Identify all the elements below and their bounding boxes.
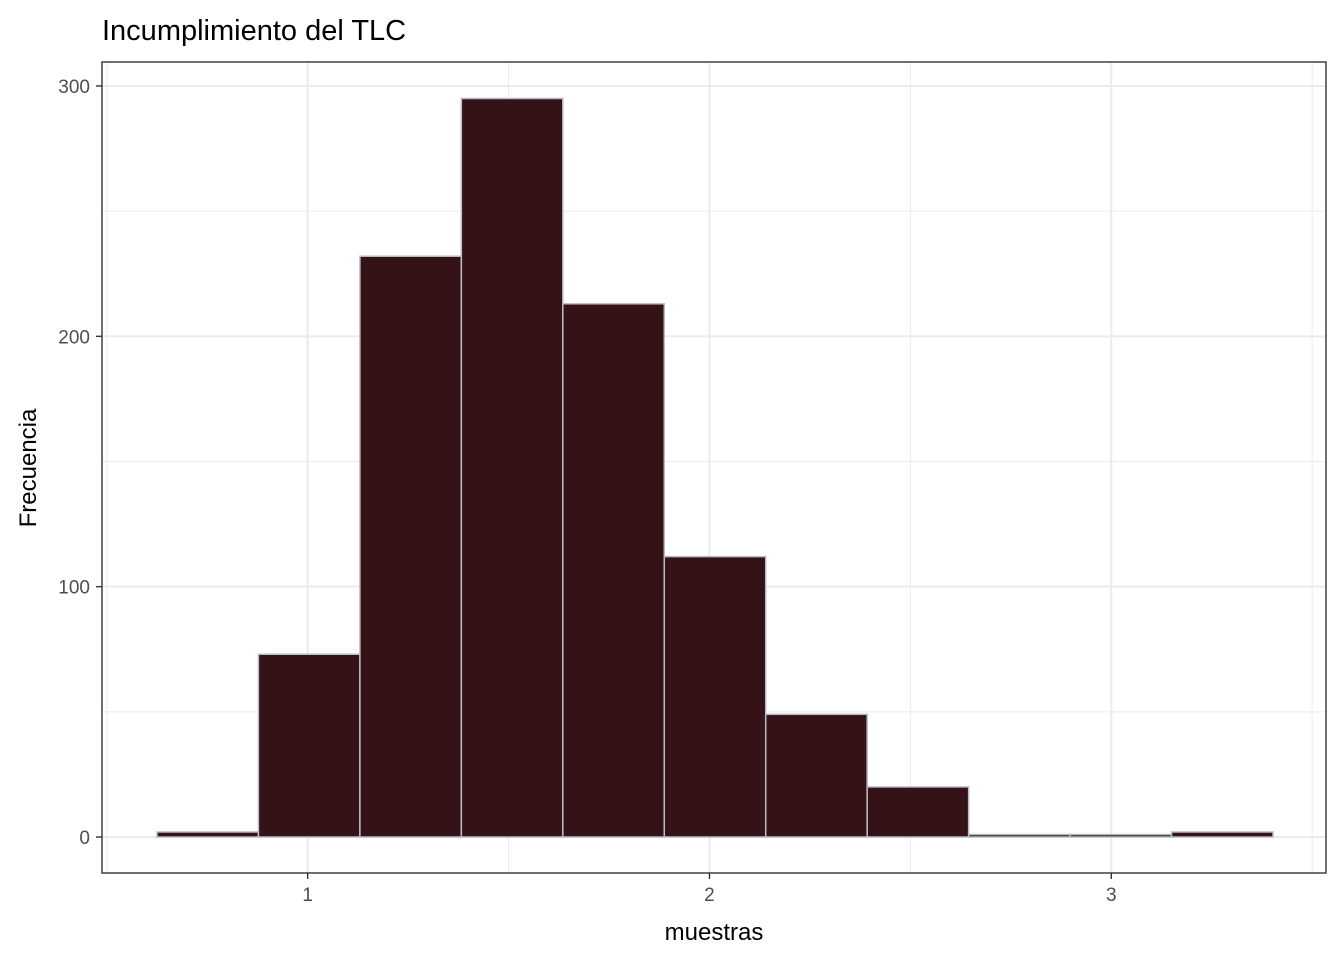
panel-border <box>101 61 1327 874</box>
histogram-bar <box>359 255 463 838</box>
histogram-bar <box>1069 833 1173 838</box>
y-tick-label: 300 <box>58 77 90 98</box>
axis-ticks: 1 2 3 0 100 200 300 <box>58 77 1116 906</box>
y-tick-label: 200 <box>58 327 90 348</box>
y-axis-title: Frecuencia <box>15 408 42 527</box>
histogram-bar <box>866 786 970 838</box>
x-tick-label: 3 <box>1106 885 1117 906</box>
histogram-bar <box>663 555 767 838</box>
histogram-bars <box>156 97 1274 838</box>
y-tick-label: 0 <box>79 828 90 849</box>
histogram-bar <box>967 833 1071 838</box>
x-tick-label: 2 <box>704 885 715 906</box>
x-axis-title: muestras <box>665 919 764 946</box>
chart-title: Incumplimiento del TLC <box>102 15 406 47</box>
histogram-bar <box>460 97 564 838</box>
histogram-bar <box>156 831 260 838</box>
histogram-bar <box>764 713 868 838</box>
histogram-bar <box>257 653 361 838</box>
histogram-bar <box>1170 831 1274 838</box>
histogram-bar <box>562 303 666 838</box>
y-tick-label: 100 <box>58 578 90 599</box>
x-tick-label: 1 <box>302 885 313 906</box>
